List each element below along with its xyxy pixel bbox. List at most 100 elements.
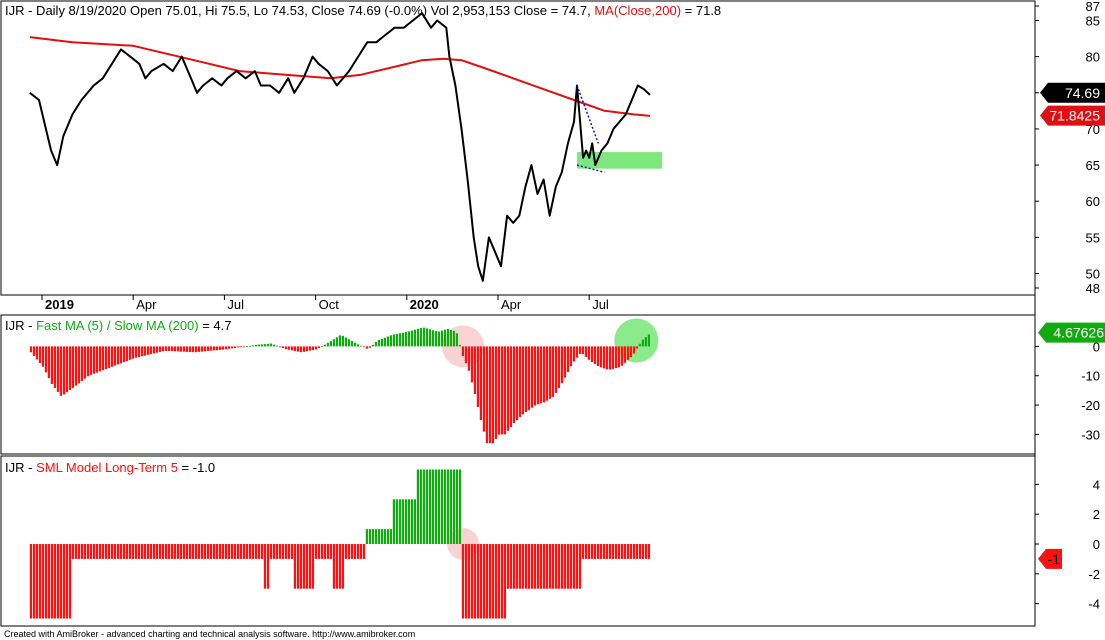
ma-ratio-bar bbox=[86, 346, 89, 377]
price-y-tick-label: 70 bbox=[1086, 122, 1100, 137]
ma-ratio-bar bbox=[185, 346, 188, 352]
ma-ratio-bar bbox=[386, 336, 389, 347]
ma-ratio-bar bbox=[131, 346, 134, 359]
ma-ratio-bar bbox=[176, 346, 179, 352]
sml-bar bbox=[107, 544, 110, 559]
sml-bar bbox=[197, 544, 200, 559]
ma-ratio-bar bbox=[536, 346, 539, 405]
sml-bar bbox=[44, 544, 47, 619]
sml-header-label: SML Model Long-Term 5 bbox=[36, 460, 178, 475]
sml-bar bbox=[77, 544, 80, 559]
sml-bar bbox=[206, 544, 209, 559]
sml-y-tick-label: 2 bbox=[1093, 507, 1100, 522]
ma-ratio-bar bbox=[524, 346, 527, 412]
price-y-tick-label: 65 bbox=[1086, 158, 1100, 173]
sml-bar bbox=[269, 544, 272, 559]
ma-ratio-bar bbox=[557, 346, 560, 388]
ma-ratio-bar bbox=[191, 346, 194, 353]
wedge-line-1 bbox=[576, 164, 605, 174]
ma-ratio-bar bbox=[611, 346, 614, 369]
ma-ratio-bar bbox=[365, 346, 368, 349]
ma-ratio-bar bbox=[239, 346, 242, 348]
ma-ratio-bar bbox=[491, 346, 494, 444]
sml-last-tag: -1 bbox=[1038, 548, 1062, 569]
ma-ratio-bar bbox=[29, 346, 32, 353]
ma-ratio-bar bbox=[440, 330, 443, 347]
sml-bar bbox=[47, 544, 50, 619]
sml-bar bbox=[398, 499, 401, 544]
sml-bar bbox=[377, 529, 380, 544]
ma-ratio-bar bbox=[227, 346, 230, 349]
sml-bar bbox=[62, 544, 65, 619]
sml-header-sep: - bbox=[25, 460, 37, 475]
ma-ratio-bar bbox=[212, 346, 215, 351]
sml-bar bbox=[620, 544, 623, 559]
ma-ratio-bar bbox=[95, 346, 98, 373]
x-axis-label: Oct bbox=[319, 297, 340, 312]
ma-ratio-bar bbox=[92, 346, 95, 374]
sml-bar bbox=[380, 529, 383, 544]
ma-ratio-bar bbox=[248, 345, 251, 347]
sml-bar bbox=[365, 529, 368, 544]
ma-ratio-bar bbox=[470, 346, 473, 383]
ma-ratio-bar bbox=[416, 328, 419, 347]
ma-ratio-bar bbox=[125, 346, 128, 361]
ma-ratio-bar bbox=[599, 346, 602, 368]
last-close-tag: 74.69 bbox=[1040, 82, 1105, 103]
ma-ratio-bar bbox=[170, 346, 173, 352]
x-axis-label: 2019 bbox=[45, 297, 74, 312]
sml-y-tick-label: 4 bbox=[1093, 477, 1100, 492]
ma-ratio-bar bbox=[182, 346, 185, 352]
ma-ratio-bar bbox=[389, 335, 392, 347]
ma-ratio-bar bbox=[515, 346, 518, 421]
sml-bar bbox=[284, 544, 287, 559]
sml-bar bbox=[215, 544, 218, 559]
ma-ratio-bar bbox=[320, 346, 323, 348]
sml-bar bbox=[497, 544, 500, 619]
last-close-tag-bg bbox=[1040, 82, 1105, 103]
ma-ratio-bar bbox=[398, 333, 401, 347]
ma-ratio-bar bbox=[644, 337, 647, 347]
ma-ratio-bar bbox=[308, 346, 311, 351]
ma-ratio-bar bbox=[140, 346, 143, 357]
sml-bar bbox=[590, 544, 593, 559]
ma-ratio-bar bbox=[254, 344, 257, 347]
sml-bar bbox=[488, 544, 491, 619]
sml-bar bbox=[467, 544, 470, 619]
ma-ratio-bar bbox=[206, 346, 209, 351]
sml-bar bbox=[383, 529, 386, 544]
ma-ratio-bar bbox=[344, 337, 347, 347]
ma-ratio-bar bbox=[584, 346, 587, 357]
sml-bar bbox=[116, 544, 119, 559]
ma-ratio-bar bbox=[305, 346, 308, 352]
sml-bar bbox=[605, 544, 608, 559]
ma-ratio-bar bbox=[554, 346, 557, 393]
sml-bar bbox=[629, 544, 632, 559]
ma-ratio-bar bbox=[404, 332, 407, 347]
sml-bar bbox=[638, 544, 641, 559]
ma-ratio-bar bbox=[368, 346, 371, 348]
price-header-info: - Daily 8/19/2020 Open 75.01, Hi 75.5, L… bbox=[25, 3, 595, 18]
sml-bar bbox=[140, 544, 143, 559]
ma-ratio-bar bbox=[179, 346, 182, 352]
sml-bar bbox=[242, 544, 245, 559]
sml-bar bbox=[482, 544, 485, 619]
sml-bar bbox=[329, 544, 332, 559]
ma-ratio-bar bbox=[290, 346, 293, 351]
ma-ratio-bar bbox=[203, 346, 206, 352]
sml-bar bbox=[500, 544, 503, 619]
sml-bar bbox=[53, 544, 56, 619]
ma-ratio-last-tag-text: 4.67626 bbox=[1053, 325, 1104, 341]
ma-ratio-bar bbox=[548, 346, 551, 399]
sml-bar bbox=[551, 544, 554, 589]
ma-ratio-bar bbox=[65, 346, 68, 393]
sml-bar bbox=[521, 544, 524, 589]
ma-ratio-bar bbox=[134, 346, 137, 358]
sml-bar bbox=[128, 544, 131, 559]
ma-ratio-bar bbox=[281, 346, 284, 348]
ma-ratio-bar bbox=[482, 346, 485, 432]
ma-ratio-bar bbox=[452, 330, 455, 347]
x-axis-label: Jul bbox=[592, 297, 609, 312]
price-line bbox=[29, 12, 651, 282]
